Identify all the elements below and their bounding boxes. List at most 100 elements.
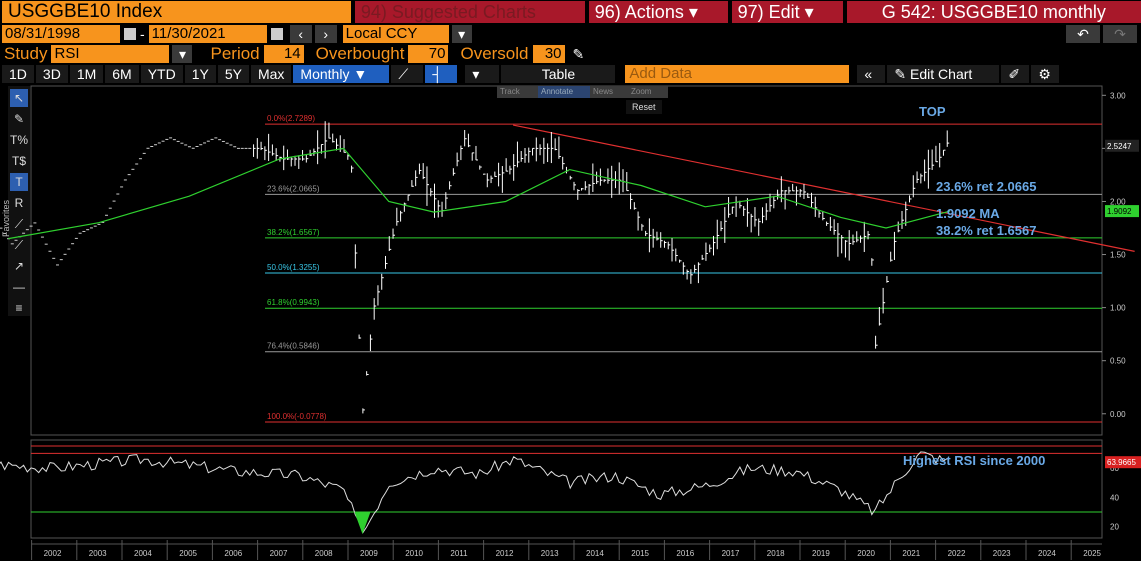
- last-price-label: 2.5247: [1107, 142, 1132, 151]
- pencil-icon[interactable]: ✎: [572, 45, 585, 62]
- reset-button[interactable]: Reset: [626, 100, 662, 114]
- study-bar: Study RSI ▾ Period 14 Overbought 70 Over…: [0, 44, 1141, 64]
- x-tick-label: 2016: [676, 549, 694, 558]
- suggested-charts-label: 94) Suggested Charts: [360, 2, 536, 22]
- x-tick-label: 2025: [1083, 549, 1101, 558]
- bar-chart-icon[interactable]: ┤: [425, 65, 458, 83]
- x-tick-label: 2008: [315, 549, 333, 558]
- rsi-annotation: Highest RSI since 2000: [903, 453, 1045, 468]
- oversold-field[interactable]: 30: [532, 45, 565, 63]
- ticker-field[interactable]: USGGBE10 Index: [2, 1, 351, 23]
- fib-level-label: 50.0%(1.3255): [267, 263, 320, 272]
- add-data-field[interactable]: Add Data: [625, 65, 850, 83]
- cursor-icon[interactable]: ↖: [10, 89, 28, 107]
- trendline-icon[interactable]: ⟋: [14, 217, 24, 231]
- segment-icon[interactable]: ⟋: [14, 238, 24, 252]
- period-button-ytd[interactable]: YTD: [140, 65, 183, 83]
- rsi-line: [0, 451, 948, 534]
- edit-chart-button[interactable]: ✎ Edit Chart: [887, 65, 1000, 83]
- news-button[interactable]: News: [590, 86, 630, 98]
- next-arrow-icon[interactable]: ›: [314, 25, 337, 43]
- period-button-max[interactable]: Max: [250, 65, 292, 83]
- overbought-label: Overbought: [315, 44, 405, 63]
- x-tick-label: 2017: [722, 549, 740, 558]
- table-button[interactable]: Table: [501, 65, 616, 83]
- frequency-select[interactable]: Monthly ▼: [293, 65, 390, 83]
- last-price-label-box: [1105, 139, 1139, 152]
- calendar-icon[interactable]: [270, 28, 283, 40]
- x-tick-label: 2006: [224, 549, 242, 558]
- x-tick-label: 2019: [812, 549, 830, 558]
- chevron-down-icon[interactable]: ▾: [172, 45, 193, 63]
- period-button-5y[interactable]: 5Y: [217, 65, 249, 83]
- annotate-icon[interactable]: ✐: [1001, 65, 1030, 83]
- x-tick-label: 2014: [586, 549, 604, 558]
- rsi-last-label: 63.9665: [1107, 458, 1136, 467]
- period-button-1d[interactable]: 1D: [2, 65, 34, 83]
- period-buttons: 1D 3D 1M 6M YTD 1Y 5Y Max: [2, 65, 293, 83]
- study-select[interactable]: RSI: [51, 45, 170, 63]
- fib-level-label: 61.8%(0.9943): [267, 298, 320, 307]
- period-field[interactable]: 14: [263, 45, 304, 63]
- period-button-3d[interactable]: 3D: [35, 65, 68, 83]
- annotation-text: 1.9092 MA: [936, 206, 1000, 221]
- gear-icon[interactable]: ⚙: [1031, 65, 1060, 83]
- dollar-tool-icon[interactable]: T$: [11, 154, 26, 168]
- x-tick-label: 2021: [902, 549, 920, 558]
- calendar-icon[interactable]: [124, 28, 136, 40]
- pen-icon[interactable]: ✎: [13, 112, 25, 126]
- retracement-icon[interactable]: R: [14, 196, 24, 210]
- chevron-down-icon[interactable]: ▾: [451, 25, 472, 43]
- x-tick-label: 2023: [993, 549, 1011, 558]
- x-tick-label: 2015: [631, 549, 649, 558]
- currency-select[interactable]: Local CCY: [342, 25, 449, 43]
- prev-arrow-icon[interactable]: ‹: [289, 25, 312, 43]
- overbought-field[interactable]: 70: [408, 45, 449, 63]
- x-tick-label: 2010: [405, 549, 423, 558]
- price-chart[interactable]: 0.0%(2.7289) 23.6%(2.0665) 38.2%(1.6567) 50…: [0, 84, 1141, 561]
- x-tick-label: 2009: [360, 549, 378, 558]
- period-button-1m[interactable]: 1M: [69, 65, 104, 83]
- rsi-y-tick-label: 60: [1110, 464, 1119, 473]
- edit-menu[interactable]: 97) Edit ▾: [731, 1, 843, 23]
- period-button-1y[interactable]: 1Y: [184, 65, 216, 83]
- track-label: Track: [500, 87, 520, 96]
- zoom-button[interactable]: Zoom: [628, 86, 668, 98]
- line-chart-icon[interactable]: ⟋: [391, 65, 424, 83]
- fib-level-label: 76.4%(0.5846): [267, 342, 320, 351]
- y-tick-label: 1.50: [1110, 251, 1126, 260]
- x-tick-label: 2012: [496, 549, 514, 558]
- redo-icon[interactable]: ↷: [1103, 25, 1137, 43]
- x-tick-label: 2018: [767, 549, 785, 558]
- annotation-text: 23.6% ret 2.0665: [936, 179, 1036, 194]
- collapse-icon[interactable]: «: [857, 65, 886, 83]
- x-tick-label: 2004: [134, 549, 152, 558]
- channel-icon[interactable]: ≡: [15, 301, 23, 315]
- trendline: [513, 124, 1135, 252]
- y-tick-label: 1.00: [1110, 304, 1126, 313]
- x-tick-label: 2003: [89, 549, 107, 558]
- suggested-charts-button[interactable]: 94) Suggested Charts: [354, 1, 585, 23]
- track-button[interactable]: Track: [497, 86, 539, 98]
- period-button-6m[interactable]: 6M: [105, 65, 139, 83]
- chart-id: G 542: USGGBE10 monthly: [846, 1, 1141, 23]
- text-tool-icon[interactable]: T: [10, 173, 28, 191]
- ray-icon[interactable]: ↗: [13, 259, 25, 273]
- x-tick-label: 2020: [857, 549, 875, 558]
- ma-value-label-box: [1105, 205, 1139, 218]
- chevron-down-icon[interactable]: ▾: [465, 65, 500, 83]
- annotate-label: Annotate: [541, 87, 574, 96]
- x-tick-label: 2013: [541, 549, 559, 558]
- start-date-field[interactable]: 08/31/1998: [2, 25, 120, 43]
- actions-menu[interactable]: 96) Actions ▾: [588, 1, 728, 23]
- range-dash: -: [140, 26, 145, 42]
- undo-icon[interactable]: ↶: [1066, 25, 1100, 43]
- fib-level-label: 38.2%(1.6567): [267, 228, 320, 237]
- news-label: News: [593, 87, 614, 96]
- end-date-field[interactable]: 11/30/2021: [148, 25, 267, 43]
- annotate-button[interactable]: Annotate: [538, 86, 592, 98]
- toolbar: 1D 3D 1M 6M YTD 1Y 5Y Max Monthly ▼ ⟋ ┤ ▾ Table…: [0, 64, 1141, 84]
- drawing-tools: ↖ ✎ T% T$ T R ⟋ ⟋ ↗ — ≡: [8, 86, 30, 316]
- percent-tool-icon[interactable]: T%: [10, 133, 28, 147]
- horizontal-line-icon[interactable]: —: [13, 280, 25, 294]
